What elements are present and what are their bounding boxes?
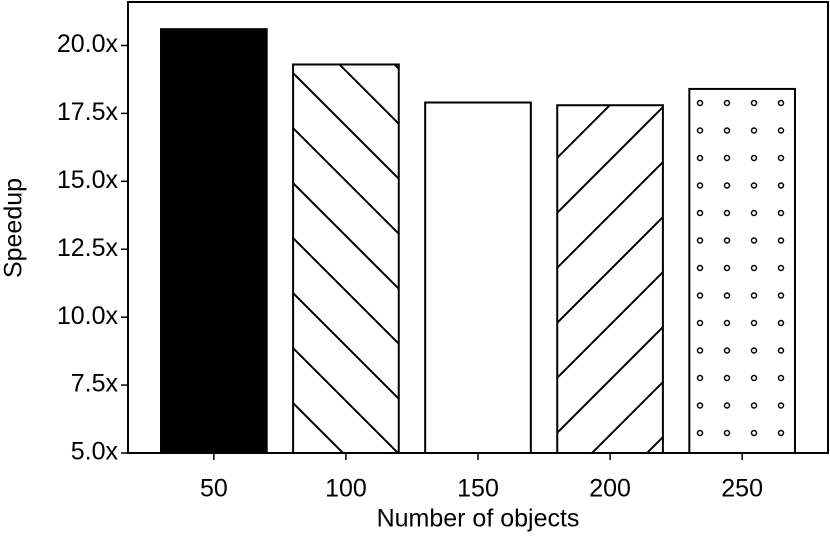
bar xyxy=(292,63,400,455)
x-tick-label: 50 xyxy=(200,475,228,503)
y-tick-label: 10.0x xyxy=(57,302,119,330)
y-tick-label: 17.5x xyxy=(57,98,119,126)
x-axis-label: Number of objects xyxy=(377,505,580,533)
bar xyxy=(556,104,664,454)
y-tick-label: 12.5x xyxy=(57,234,119,262)
y-axis-label: Speedup xyxy=(0,178,28,278)
x-tick-label: 100 xyxy=(325,475,367,503)
x-tick-label: 150 xyxy=(457,475,499,503)
bar xyxy=(424,101,532,454)
y-tick-label: 15.0x xyxy=(57,166,119,194)
plot-frame xyxy=(127,1,829,454)
bar xyxy=(688,87,796,454)
y-tick-label: 7.5x xyxy=(71,370,119,398)
y-tick-label: 20.0x xyxy=(57,30,119,58)
x-tick-label: 250 xyxy=(721,475,763,503)
y-tick-label: 5.0x xyxy=(71,438,119,466)
x-tick-label: 200 xyxy=(589,475,631,503)
bar xyxy=(160,28,268,455)
